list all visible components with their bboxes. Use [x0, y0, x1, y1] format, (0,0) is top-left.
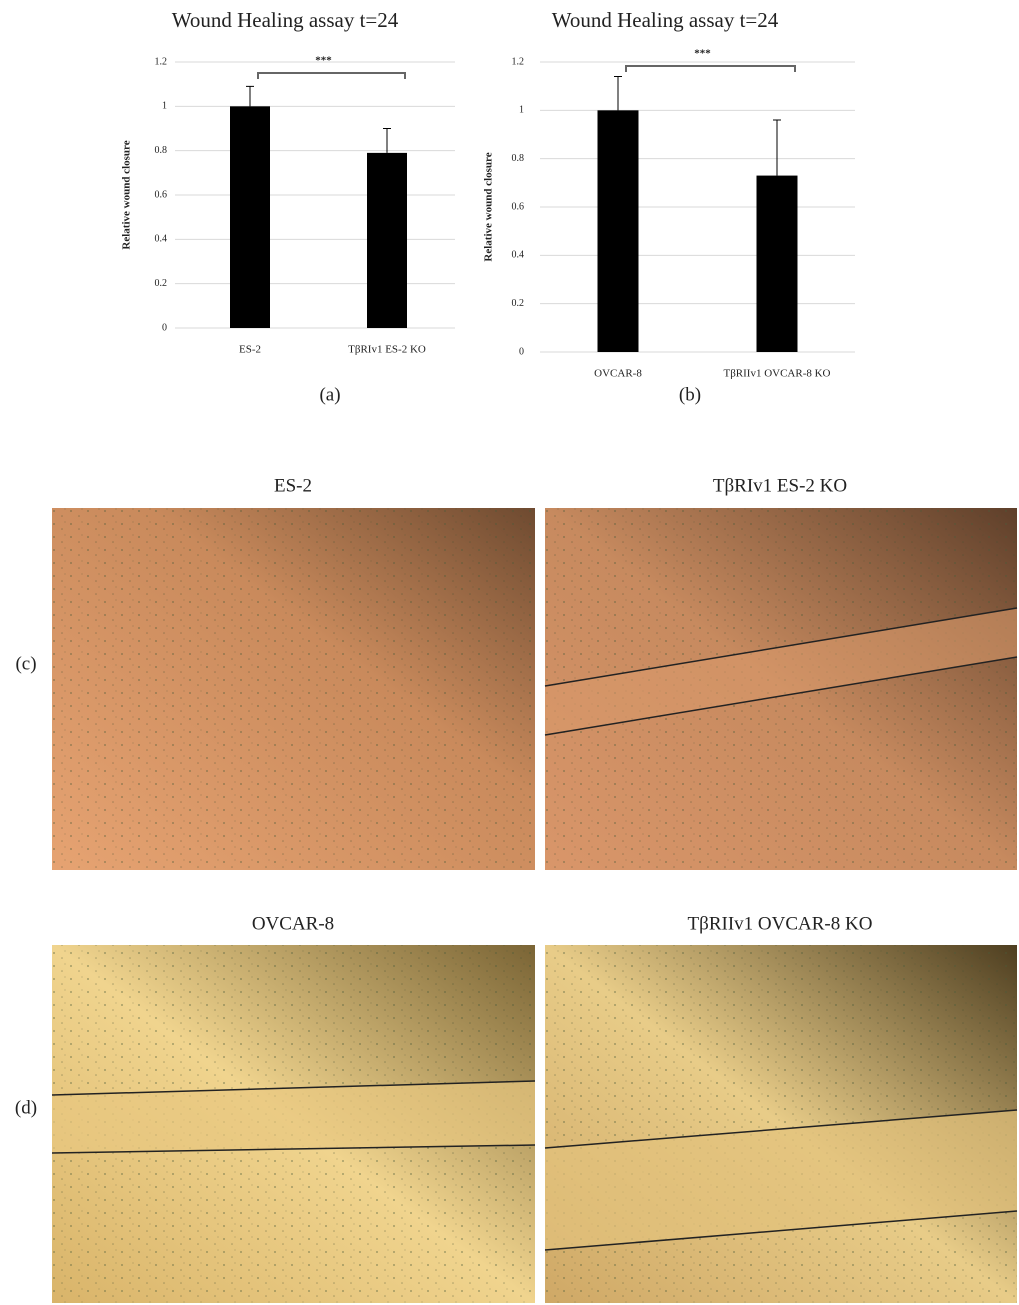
- figure: ES-2 TβRIv1 ES-2 KO OVCAR-8 TβRIIv1 OVCA…: [0, 0, 1019, 1305]
- error-bar: [246, 86, 254, 106]
- chart-title: Wound Healing assay t=24: [172, 8, 399, 32]
- chart-title: Wound Healing assay t=24: [552, 8, 779, 32]
- y-tick-label: 0: [519, 346, 524, 357]
- x-tick-label: OVCAR-8: [594, 368, 642, 380]
- significance-bracket: [258, 73, 405, 79]
- annotation: ***: [694, 48, 711, 60]
- y-tick-label: 0.6: [512, 201, 525, 212]
- panel-label: (c): [15, 653, 36, 674]
- error-bar: [383, 129, 391, 153]
- panel-label: (b): [679, 384, 701, 405]
- bar: [757, 176, 798, 352]
- y-axis-label: Relative wound closure: [121, 140, 133, 249]
- y-tick-label: 0.8: [155, 145, 168, 156]
- image-c2: [545, 508, 1017, 870]
- error-bar: [614, 77, 622, 111]
- image-title: TβRIIv1 OVCAR-8 KO: [688, 913, 873, 934]
- image-c1: [52, 508, 535, 870]
- bar: [230, 106, 270, 328]
- y-tick-label: 1: [162, 101, 167, 112]
- x-tick-label: TβRIv1 ES-2 KO: [348, 344, 426, 356]
- significance-bracket: [626, 66, 795, 72]
- y-tick-label: 1: [519, 105, 524, 116]
- y-tick-label: 0.2: [155, 278, 168, 289]
- y-axis-label: Relative wound closure: [483, 152, 495, 261]
- image-d1: [52, 945, 535, 1303]
- panel-label: (a): [319, 384, 340, 405]
- y-tick-label: 1.2: [512, 56, 525, 67]
- error-bar: [773, 120, 781, 176]
- image-d2: [545, 945, 1017, 1303]
- image-title: ES-2: [274, 475, 312, 496]
- panel-label: (d): [15, 1097, 37, 1118]
- bar: [367, 153, 407, 328]
- y-tick-label: 0.2: [512, 298, 525, 309]
- y-tick-label: 0: [162, 322, 167, 333]
- y-tick-label: 0.4: [155, 234, 168, 245]
- y-tick-label: 0.4: [512, 250, 525, 261]
- bar: [598, 110, 639, 352]
- annotation: ***: [315, 55, 332, 67]
- image-title: OVCAR-8: [252, 913, 334, 934]
- y-tick-label: 1.2: [155, 56, 168, 67]
- y-tick-label: 0.6: [155, 189, 168, 200]
- y-tick-label: 0.8: [512, 153, 525, 164]
- x-tick-label: TβRIIv1 OVCAR-8 KO: [723, 368, 830, 380]
- x-tick-label: ES-2: [239, 344, 261, 356]
- image-title: TβRIv1 ES-2 KO: [713, 475, 847, 496]
